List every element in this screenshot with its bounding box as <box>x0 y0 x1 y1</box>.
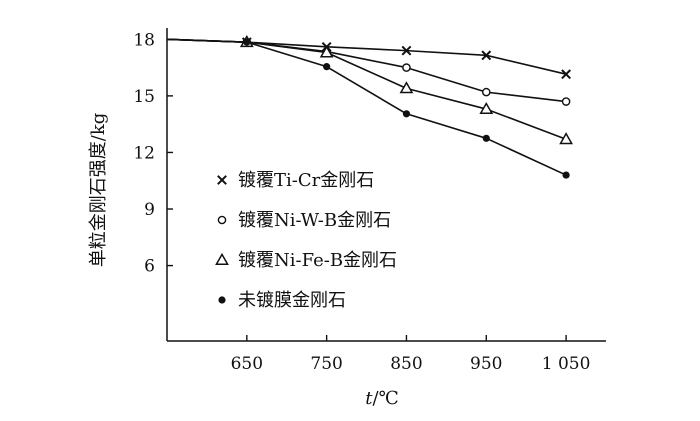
legend-label-1: 镀覆Ti-Cr金刚石 <box>238 170 374 191</box>
x-tick-label: 850 <box>390 354 422 374</box>
y-tick-label: 15 <box>133 87 155 107</box>
series-lines <box>166 38 567 176</box>
legend-label-3: 镀覆Ni-Fe-B金刚石 <box>238 250 397 271</box>
axes <box>166 28 606 342</box>
data-point-s2-5 <box>481 87 491 97</box>
data-point-s1-4 <box>401 45 412 56</box>
data-point-s3-5 <box>479 101 494 115</box>
data-point-s1-6 <box>561 69 571 80</box>
data-point-s2-6 <box>561 97 571 106</box>
legend-marker-2 <box>217 215 227 225</box>
x-tick-label: 750 <box>310 354 342 374</box>
y-tick-label: 12 <box>133 143 155 163</box>
series-line-3 <box>166 38 567 140</box>
series-line-4 <box>166 38 567 176</box>
legend-label-2: 镀覆Ni-W-B金刚石 <box>238 210 391 231</box>
x-tick-label: 950 <box>470 354 502 374</box>
x-axis-label: t/℃ <box>365 388 398 409</box>
x-tick-label: 650 <box>231 354 263 374</box>
x-axis-label-unit: /℃ <box>373 388 399 409</box>
series-markers <box>239 35 573 179</box>
y-tick-label: 6 <box>144 257 155 277</box>
data-point-s3-4 <box>399 81 414 94</box>
data-point-s1-5 <box>481 50 492 61</box>
series-line-1 <box>166 38 567 75</box>
data-point-s4-6 <box>562 171 570 179</box>
data-point-s3-3 <box>319 45 334 58</box>
legend-label-4: 未镀膜金刚石 <box>238 290 346 311</box>
data-point-s2-4 <box>402 63 411 72</box>
x-axis-label-variable: t <box>365 388 373 409</box>
data-point-s4-4 <box>402 110 411 118</box>
data-point-s3-6 <box>559 132 573 145</box>
data-point-s4-3 <box>323 63 331 71</box>
x-tick-label: 1 050 <box>542 354 591 374</box>
y-tick-label: 18 <box>133 30 155 50</box>
legend-marker-3 <box>215 252 229 265</box>
y-tick-label: 9 <box>144 200 155 220</box>
legend-marker-1 <box>217 175 227 185</box>
data-point-s4-5 <box>482 134 490 142</box>
legend-marker-4 <box>218 296 226 304</box>
y-ticks: 6 9 12 15 18 <box>133 30 173 277</box>
data-point-s4-2 <box>243 38 251 46</box>
x-ticks: 650 750 850 950 1 050 <box>231 335 591 374</box>
y-axis-label: 单粒金刚石强度/kg <box>88 113 109 268</box>
